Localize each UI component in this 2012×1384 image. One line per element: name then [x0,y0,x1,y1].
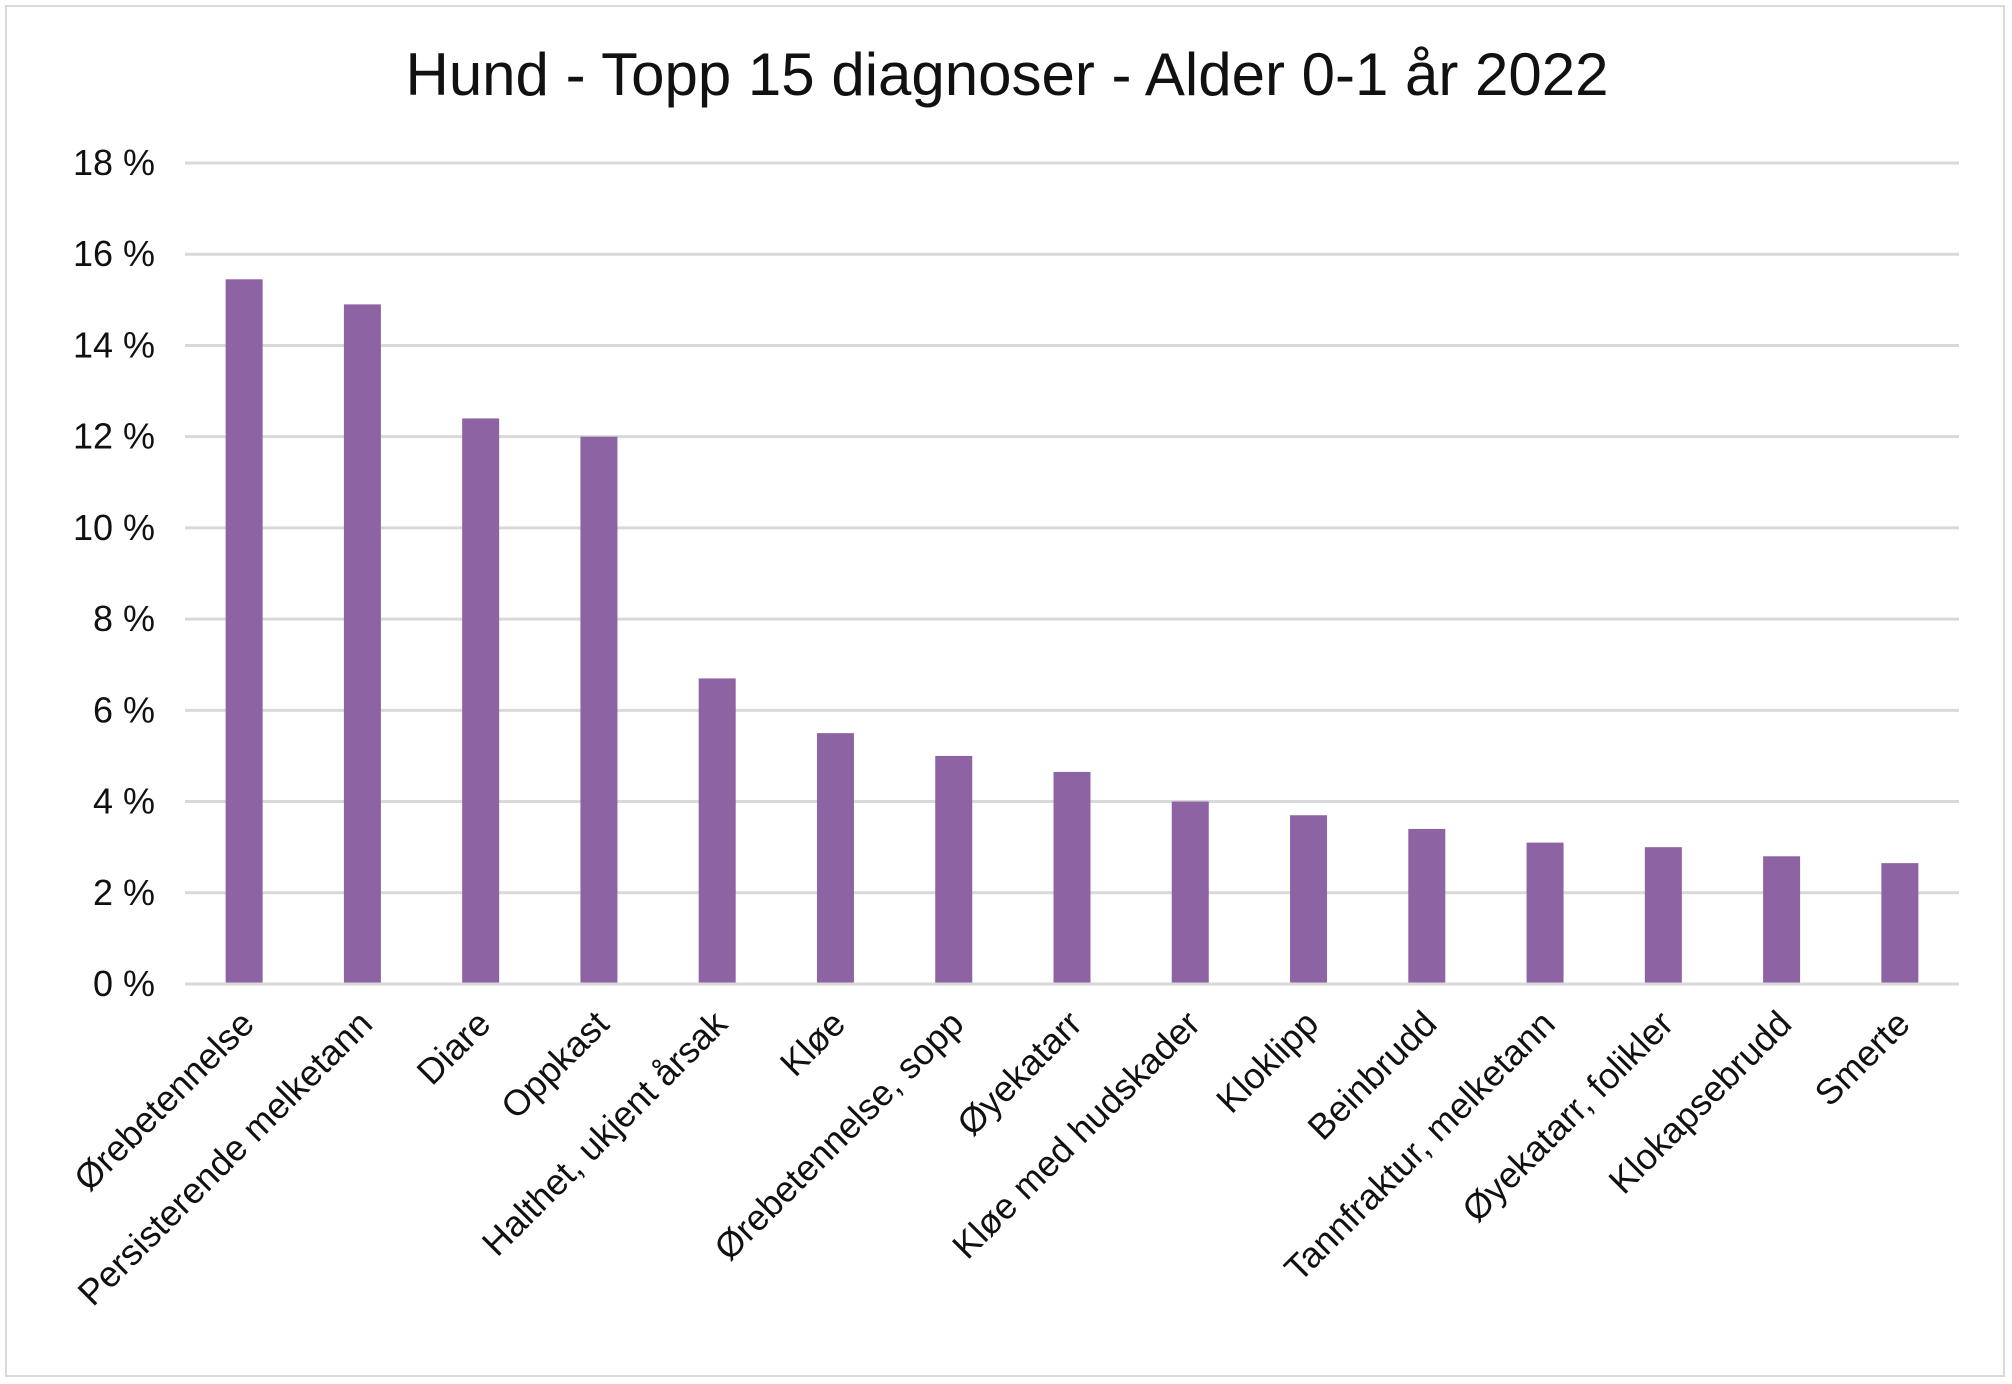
x-tick-label: Kløe [772,1003,853,1084]
bar [1290,815,1328,984]
bar [1881,863,1919,984]
y-axis-ticks: 0 % 2 % 4 % 6 % 8 % 10 % 12 % 14 % 16 % 18 % [73,142,155,1004]
bar [1644,847,1682,984]
y-tick-label: 12 % [73,416,155,457]
x-tick-label: Kloklipp [1208,1003,1326,1121]
x-tick-label: Smerte [1806,1003,1917,1114]
y-tick-label: 0 % [93,963,155,1004]
bar [225,279,263,984]
x-tick-label: Diare [408,1003,498,1093]
bar [1171,801,1209,984]
y-tick-label: 2 % [93,872,155,913]
bar-chart: Hund - Topp 15 diagnoser - Alder 0-1 år … [66,41,1959,1313]
bar [1053,771,1091,984]
bar [816,733,854,984]
bar [343,304,381,985]
bar [580,436,618,985]
bar [1763,856,1801,984]
bar [1408,828,1446,984]
x-tick-label: Oppkast [493,1003,617,1127]
y-tick-label: 18 % [73,142,155,183]
bar [935,755,973,984]
y-tick-label: 4 % [93,781,155,822]
bars [225,279,1919,985]
chart-frame: Hund - Topp 15 diagnoser - Alder 0-1 år … [5,5,2005,1377]
y-tick-label: 6 % [93,689,155,730]
x-tick-label: Øyekatarr, folikler [1454,1003,1681,1230]
y-tick-label: 14 % [73,324,155,365]
bar [698,678,736,984]
bar [462,418,500,984]
bar [1526,842,1564,984]
y-tick-label: 10 % [73,507,155,548]
y-tick-label: 16 % [73,233,155,274]
y-tick-label: 8 % [93,598,155,639]
chart-title: Hund - Topp 15 diagnoser - Alder 0-1 år … [405,41,1608,108]
